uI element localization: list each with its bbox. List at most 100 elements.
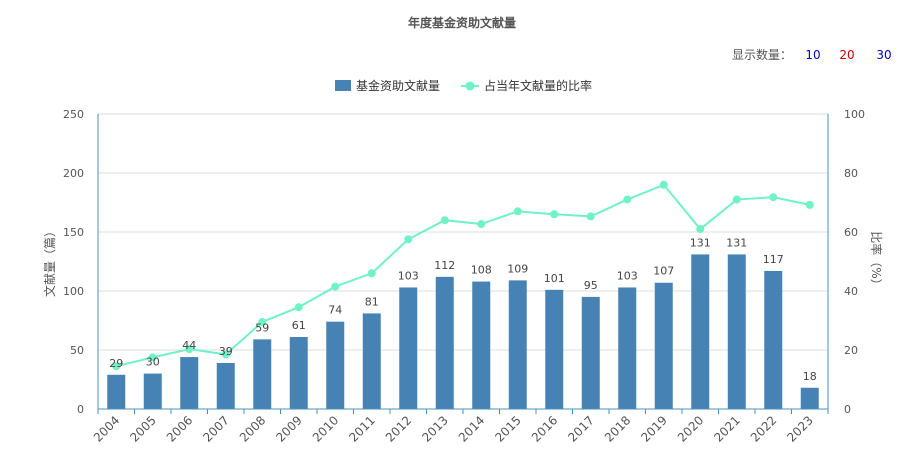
line-point[interactable] <box>805 200 814 209</box>
bar[interactable] <box>435 276 454 409</box>
x-tick-label: 2017 <box>565 413 596 444</box>
bar-value-label: 44 <box>182 339 196 352</box>
x-tick-label: 2010 <box>310 413 341 444</box>
y-right-tick-label: 40 <box>844 285 858 298</box>
legend: 基金资助文献量 占当年文献量的比率 <box>335 78 592 93</box>
x-tick-label: 2022 <box>748 413 779 444</box>
line-point[interactable] <box>404 235 413 244</box>
line-point[interactable] <box>659 180 668 189</box>
ratio-line <box>116 183 810 368</box>
line-point[interactable] <box>331 282 340 291</box>
line-point[interactable] <box>294 303 303 312</box>
bar-value-label: 61 <box>292 319 306 332</box>
bar[interactable] <box>545 289 564 409</box>
bar-value-label: 108 <box>471 264 492 277</box>
legend-bar-label: 基金资助文献量 <box>356 78 440 93</box>
y-right-tick-label: 80 <box>844 167 858 180</box>
bar[interactable] <box>180 357 199 409</box>
bar[interactable] <box>107 374 126 409</box>
x-tick-label: 2005 <box>127 413 158 444</box>
bar-value-label: 101 <box>544 272 565 285</box>
x-tick-label: 2018 <box>602 413 633 444</box>
line-point[interactable] <box>696 225 705 234</box>
bar-value-label: 131 <box>690 236 711 249</box>
bar-value-label: 131 <box>726 236 747 249</box>
line-point[interactable] <box>221 350 230 359</box>
y-left-tick-label: 150 <box>63 226 84 239</box>
bar-value-label: 81 <box>365 295 379 308</box>
bar-value-label: 74 <box>328 304 342 317</box>
x-tick-label: 2021 <box>711 413 742 444</box>
legend-line-marker <box>465 81 475 91</box>
bar[interactable] <box>289 337 308 409</box>
bar[interactable] <box>654 282 673 409</box>
bar-value-label: 18 <box>803 370 817 383</box>
bar-value-label: 59 <box>255 321 269 334</box>
legend-item-bar[interactable]: 基金资助文献量 <box>335 78 440 93</box>
bar-series <box>107 254 819 409</box>
bar[interactable] <box>399 287 418 409</box>
bar[interactable] <box>362 313 381 409</box>
line-point[interactable] <box>732 195 741 204</box>
data-labels: 29 30 44 39 59 61 74 81 103 112 108 109 101 95 103 107 1… <box>109 236 817 382</box>
y-left-tick-label: 250 <box>63 108 84 121</box>
bar[interactable] <box>618 287 637 409</box>
x-tick-label: 2020 <box>675 413 706 444</box>
bar-value-label: 39 <box>219 345 233 358</box>
x-tick-label: 2012 <box>383 413 414 444</box>
y-left-tick-label: 100 <box>63 285 84 298</box>
chart-title: 年度基金资助文献量 <box>408 15 516 30</box>
line-point[interactable] <box>185 345 194 354</box>
bar-value-label: 29 <box>109 357 123 370</box>
legend-item-line[interactable]: 占当年文献量的比率 <box>461 78 592 93</box>
display-count-10[interactable]: 10 <box>805 48 820 62</box>
bar[interactable] <box>800 387 819 409</box>
bar[interactable] <box>764 270 783 409</box>
y-right-tick-label: 20 <box>844 344 858 357</box>
bar-value-label: 112 <box>434 259 455 272</box>
x-tick-label: 2013 <box>419 413 450 444</box>
bar[interactable] <box>253 339 272 409</box>
x-tick-label: 2015 <box>492 413 523 444</box>
y-left-tick-label: 0 <box>77 403 84 416</box>
display-count-label: 显示数量： <box>732 47 792 62</box>
bar[interactable] <box>691 254 710 409</box>
display-count-20[interactable]: 20 <box>839 48 854 62</box>
line-point[interactable] <box>769 193 778 202</box>
bar-value-label: 103 <box>617 269 638 282</box>
line-series <box>112 180 814 371</box>
display-count-control: 显示数量： 10 20 30 <box>732 47 892 62</box>
bar[interactable] <box>216 362 235 409</box>
line-point[interactable] <box>112 362 121 371</box>
line-point[interactable] <box>440 216 449 225</box>
bar[interactable] <box>472 281 491 409</box>
y-right-tick-label: 0 <box>844 403 851 416</box>
x-tick-label: 2014 <box>456 413 487 444</box>
bar[interactable] <box>326 321 345 409</box>
y-right-tick-label: 60 <box>844 226 858 239</box>
line-point[interactable] <box>586 212 595 221</box>
bar[interactable] <box>727 254 746 409</box>
line-point[interactable] <box>477 220 486 229</box>
gridlines <box>98 113 828 351</box>
line-point[interactable] <box>148 353 157 362</box>
x-tick-label: 2007 <box>200 413 231 444</box>
x-tick-label: 2006 <box>164 413 195 444</box>
bar[interactable] <box>508 280 527 409</box>
line-point[interactable] <box>367 269 376 278</box>
x-tick-label: 2004 <box>91 413 122 444</box>
bar-value-label: 117 <box>763 253 784 266</box>
bar-value-label: 109 <box>507 262 528 275</box>
bar[interactable] <box>143 373 162 409</box>
line-point[interactable] <box>258 317 267 326</box>
line-point[interactable] <box>623 195 632 204</box>
legend-line-label: 占当年文献量的比率 <box>484 78 592 93</box>
bar-value-label: 107 <box>653 265 674 278</box>
line-point[interactable] <box>513 207 522 216</box>
bar-value-label: 95 <box>584 279 598 292</box>
x-tick-label: 2019 <box>638 413 669 444</box>
display-count-30[interactable]: 30 <box>876 48 891 62</box>
bar[interactable] <box>581 296 600 409</box>
legend-bar-swatch <box>335 80 351 91</box>
line-point[interactable] <box>550 210 559 219</box>
